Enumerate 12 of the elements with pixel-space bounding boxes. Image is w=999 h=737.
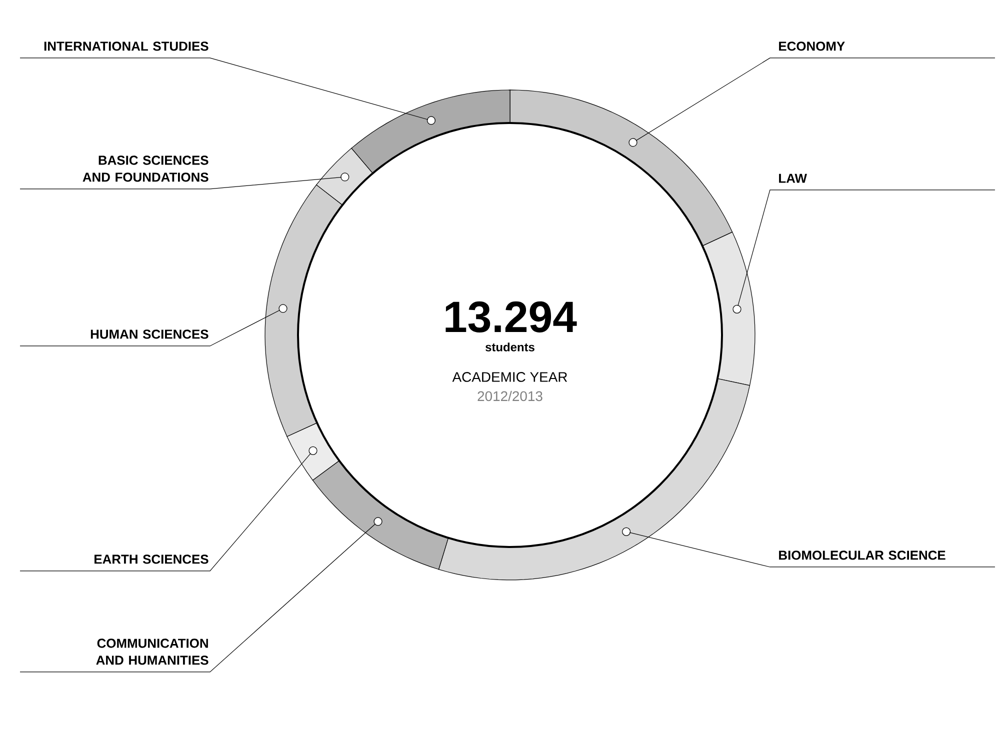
slice-label: INTERNATIONAL STUDIES	[44, 42, 208, 51]
slice-label: LAW	[779, 174, 807, 183]
slice-label: COMMUNICATION AND HUMANITIES	[96, 638, 208, 665]
text: 2012/2013	[478, 390, 542, 402]
slice-label: HUMAN SCIENCES	[90, 330, 208, 339]
text: students	[486, 342, 534, 352]
text: ACADEMIC YEAR	[452, 372, 568, 382]
text: 13.294	[446, 301, 577, 333]
slice-label: ECONOMY	[779, 42, 845, 51]
slice-label: BIOMOLECULAR SCIENCE	[779, 550, 946, 560]
slice-label: EARTH SCIENCES	[94, 554, 208, 564]
slice-label: BASIC SCIENCES AND FOUNDATIONS	[82, 156, 208, 182]
